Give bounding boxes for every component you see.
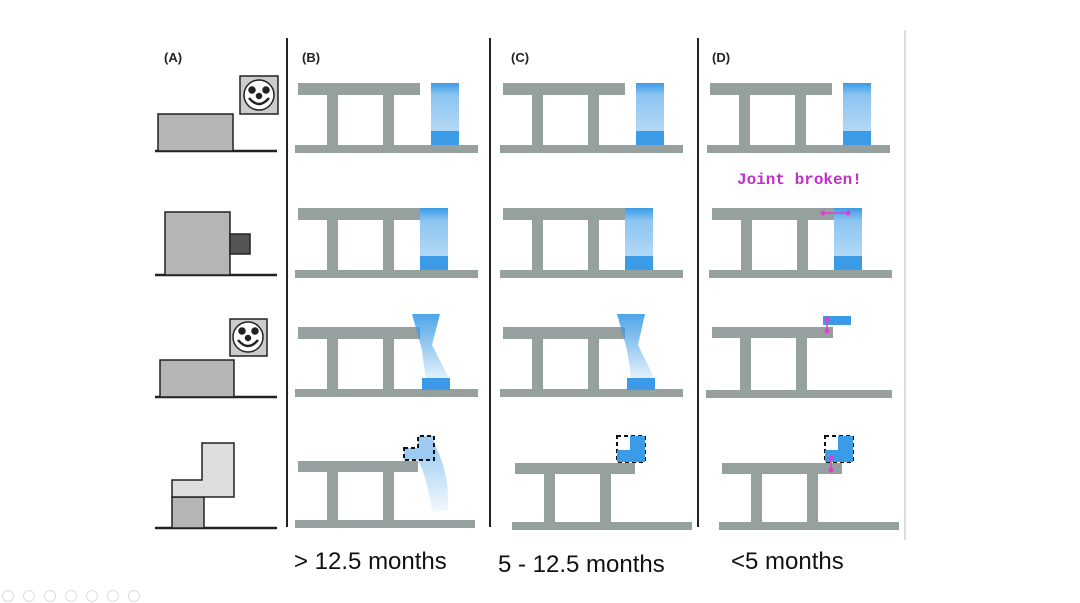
panel-c-caption: 5 - 12.5 months — [498, 551, 665, 578]
panel-c — [500, 83, 692, 530]
panel-b-label: (B) — [302, 50, 321, 65]
panel-b-caption: > 12.5 months — [294, 548, 447, 575]
zoom-icon[interactable] — [86, 590, 98, 602]
panel-d — [706, 83, 899, 530]
panel-a — [155, 75, 279, 530]
next-icon[interactable] — [23, 590, 35, 602]
panel-b — [295, 83, 478, 528]
panel-a-label: (A) — [164, 50, 183, 65]
panel-c-label: (C) — [511, 50, 530, 65]
copy-icon[interactable] — [65, 590, 77, 602]
joint-broken-annotation: Joint broken! — [737, 171, 862, 189]
panel-d-caption: <5 months — [731, 548, 844, 575]
more-icon[interactable] — [128, 590, 140, 602]
screen-icon[interactable] — [107, 590, 119, 602]
previous-icon[interactable] — [2, 590, 14, 602]
panel-d-label: (D) — [712, 50, 731, 65]
pen-icon[interactable] — [44, 590, 56, 602]
slide-toolbar — [2, 590, 140, 602]
